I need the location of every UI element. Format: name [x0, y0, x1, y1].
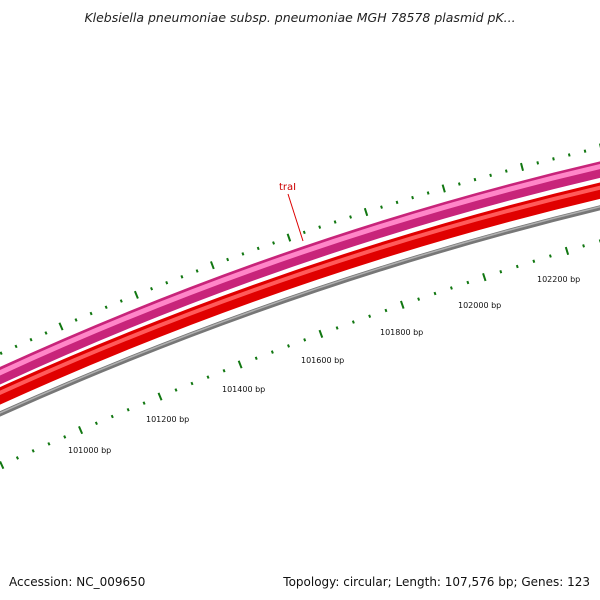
ruler-minor-tick: [582, 244, 585, 248]
ruler-label-101000: 101000 bp: [68, 446, 111, 455]
outer-minor-tick: [536, 161, 540, 165]
outer-major-tick: [58, 322, 64, 331]
outer-minor-tick: [583, 149, 587, 153]
outer-minor-tick: [74, 318, 78, 322]
ruler-label-101800: 101800 bp: [380, 328, 423, 337]
ruler-minor-tick: [303, 338, 307, 342]
ruler-label-102000: 102000 bp: [458, 301, 501, 310]
outer-minor-tick: [302, 230, 306, 235]
outer-minor-tick: [0, 351, 3, 355]
ruler-minor-tick: [433, 291, 437, 296]
outer-minor-tick: [119, 299, 123, 303]
map-title: Klebsiella pneumoniae subsp. pneumoniae …: [84, 10, 516, 25]
ruler-minor-tick: [15, 456, 19, 460]
outer-minor-tick: [226, 257, 230, 262]
outer-minor-tick: [195, 269, 199, 273]
ruler-minor-tick: [532, 259, 536, 263]
ruler-tick-marks: [0, 239, 600, 470]
ruler-label-101200: 101200 bp: [146, 415, 189, 424]
outer-minor-tick: [150, 286, 154, 291]
ruler-major-tick: [157, 392, 163, 401]
outer-minor-tick: [318, 225, 322, 229]
ruler-label-101600: 101600 bp: [301, 356, 344, 365]
ruler-minor-tick: [222, 369, 226, 373]
outer-minor-tick: [104, 305, 108, 309]
outer-minor-tick: [89, 311, 93, 316]
outer-minor-tick: [272, 241, 276, 245]
ruler-minor-tick: [270, 350, 274, 354]
ruler-minor-tick: [206, 375, 210, 379]
outer-major-tick: [210, 261, 215, 270]
ruler-minor-tick: [515, 264, 519, 269]
ruler-minor-tick: [548, 254, 552, 258]
outer-minor-tick: [426, 191, 430, 195]
topology-summary-text: Topology: circular; Length: 107,576 bp; …: [283, 575, 590, 589]
ruler-minor-tick: [449, 286, 453, 290]
ruler-minor-tick: [190, 381, 194, 386]
ruler-minor-tick: [142, 401, 146, 405]
ruler-minor-tick: [63, 435, 67, 439]
ruler-minor-tick: [384, 308, 388, 313]
ruler-minor-tick: [417, 297, 421, 301]
outer-minor-tick: [489, 173, 492, 178]
outer-minor-tick: [395, 200, 399, 205]
accession-text: Accession: NC_009650: [9, 575, 146, 589]
outer-minor-tick: [504, 169, 508, 173]
outer-minor-tick: [473, 177, 477, 182]
outer-minor-tick: [552, 157, 555, 161]
outer-tick-marks: [0, 143, 600, 355]
ruler-minor-tick: [94, 421, 98, 426]
outer-minor-tick: [29, 337, 33, 342]
outer-minor-tick: [457, 182, 461, 186]
outer-minor-tick: [333, 220, 337, 224]
ruler-minor-tick: [287, 344, 290, 348]
trai-feature-label[interactable]: traI: [279, 182, 296, 193]
outer-major-tick: [441, 184, 446, 193]
ruler-major-tick: [482, 272, 487, 282]
reverse-gene-track-highlight: [0, 185, 600, 396]
reverse-gene-track: [0, 182, 600, 405]
outer-minor-tick: [180, 275, 184, 279]
outer-minor-tick: [411, 195, 414, 200]
outer-minor-tick: [241, 252, 245, 256]
ruler-minor-tick: [466, 280, 470, 285]
ruler-major-tick: [318, 329, 324, 338]
ruler-label-101400: 101400 bp: [222, 385, 265, 394]
ruler-minor-tick: [47, 442, 51, 446]
outer-minor-tick: [14, 344, 18, 349]
trai-label-leader: [287, 193, 304, 242]
outer-minor-tick: [380, 205, 383, 209]
ruler-minor-tick: [126, 407, 130, 412]
backbone-track: [0, 205, 600, 417]
ruler-minor-tick: [31, 449, 35, 453]
ruler-labels: 101000 bp 101200 bp 101400 bp 101600 bp …: [68, 275, 580, 455]
outer-minor-tick: [256, 246, 260, 251]
ruler-minor-tick: [174, 388, 178, 392]
outer-minor-tick: [349, 215, 352, 219]
forward-gene-track-highlight: [0, 164, 600, 376]
outer-major-tick: [520, 162, 524, 172]
ruler-minor-tick: [368, 314, 372, 318]
ruler-major-tick: [78, 425, 84, 435]
outer-minor-tick: [165, 280, 169, 285]
backbone-highlight: [0, 206, 600, 414]
ruler-minor-tick: [499, 270, 503, 274]
ruler-major-tick: [400, 300, 405, 309]
forward-gene-track: [0, 161, 600, 385]
ruler-minor-tick: [254, 356, 258, 360]
ruler-label-102200: 102200 bp: [537, 275, 580, 284]
outer-minor-tick: [567, 153, 571, 157]
outer-major-tick: [286, 233, 292, 242]
ruler-minor-tick: [351, 320, 355, 324]
outer-major-tick: [363, 207, 369, 217]
outer-minor-tick: [44, 331, 48, 335]
ruler-major-tick: [237, 360, 243, 369]
ruler-minor-tick: [110, 414, 114, 419]
ruler-minor-tick: [335, 326, 339, 330]
ruler-major-tick: [0, 460, 5, 470]
outer-major-tick: [133, 290, 139, 299]
ruler-major-tick: [564, 246, 570, 256]
